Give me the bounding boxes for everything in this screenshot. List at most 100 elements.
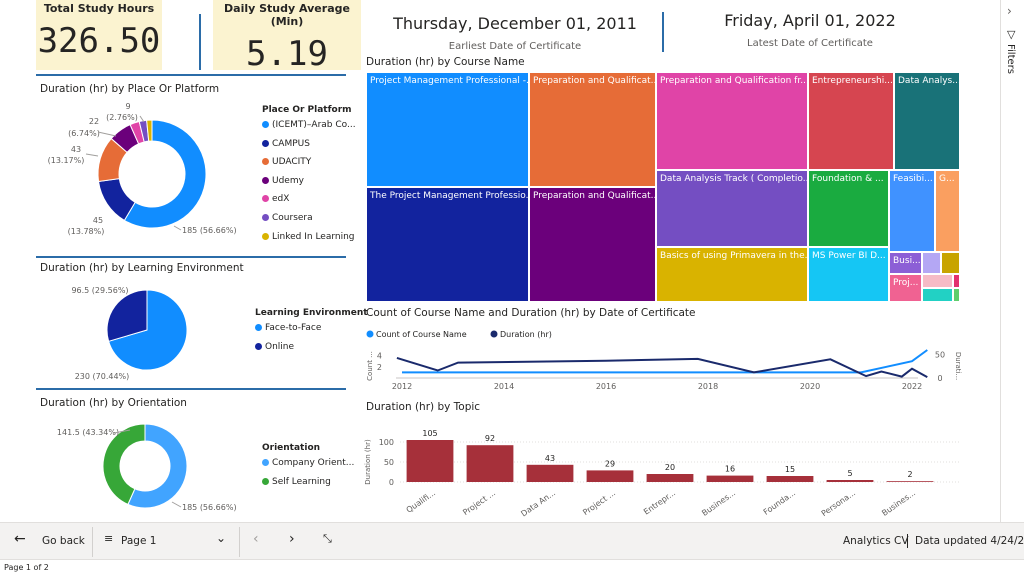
report-navigation-bar: ← Go back ≡ Page 1 ⌄ ‹ › ⤡ Analytics CV … — [0, 522, 1024, 559]
slice-data-label: 141.5 (43.34%) — [57, 428, 119, 437]
legend-dot-icon — [262, 214, 269, 221]
legend-item[interactable]: Self Learning — [262, 477, 331, 487]
legend-item[interactable]: Company Orient... — [262, 458, 354, 468]
place-donut-slice[interactable] — [146, 119, 153, 142]
legend-item[interactable]: Linked In Learning — [262, 232, 355, 242]
legend-item[interactable]: CAMPUS — [262, 139, 310, 149]
place-donut-chart[interactable]: 185 (56.66%) 45 (13.78%) 43 (13.17%) 22 (6.74%… — [36, 96, 258, 246]
bar-data-label: 16 — [725, 465, 735, 474]
treemap-tile[interactable]: Preparation and Qualificat... — [529, 187, 656, 302]
slice-data-label: 45 — [93, 216, 103, 225]
topic-bar[interactable] — [706, 475, 754, 482]
legend-item[interactable]: Coursera — [262, 213, 313, 223]
fit-to-page-icon[interactable]: ⤡ — [323, 532, 332, 545]
legend-item[interactable]: Face-to-Face — [255, 323, 321, 333]
y-tick-label: 50 — [384, 458, 394, 467]
slice-data-label: (6.74%) — [68, 129, 100, 138]
line-chart-title: Count of Course Name and Duration (hr) b… — [366, 307, 696, 319]
environment-pie-slice[interactable] — [108, 289, 188, 371]
treemap-tile[interactable] — [953, 288, 960, 302]
topic-bar[interactable] — [406, 440, 454, 482]
daily-average-card[interactable]: Daily Study Average (Min) 5.19 — [213, 0, 361, 74]
topic-bar[interactable] — [526, 464, 574, 482]
orientation-donut-slice[interactable] — [127, 423, 188, 509]
legend-label: Company Orient... — [272, 458, 355, 468]
environment-pie-chart[interactable]: 96.5 (29.56%) 230 (70.44%) — [36, 276, 258, 386]
filters-label[interactable]: Filters — [1005, 44, 1016, 74]
environment-chart-title: Duration (hr) by Learning Environment — [40, 262, 244, 274]
treemap-tile[interactable]: The Project Management Professio... — [366, 187, 529, 302]
report-name: Analytics CV — [843, 535, 909, 547]
topic-bar-chart[interactable]: 0 50 100 Duration (hr) 105 Qualifi... 92 Projec… — [362, 416, 962, 520]
bar-data-label: 105 — [422, 429, 437, 438]
y-tick-label: 2 — [377, 363, 382, 372]
treemap-tile[interactable]: G... — [935, 170, 960, 252]
treemap-tile[interactable]: Data Analysis Track ( Completio... — [656, 170, 808, 247]
treemap-tile[interactable]: Busi... — [889, 252, 922, 274]
certificate-line-chart[interactable]: Count of Course Name Duration (hr) 2012 201… — [362, 322, 962, 394]
topic-bar[interactable] — [646, 474, 694, 482]
leader-line — [139, 115, 145, 123]
collapse-chevron-icon[interactable]: › — [1007, 4, 1012, 18]
previous-page-icon[interactable]: ‹ — [253, 531, 259, 547]
treemap-tile[interactable] — [941, 252, 960, 274]
treemap-tile-label: The Project Management Professio... — [370, 191, 529, 201]
filter-funnel-icon[interactable]: ▽ — [1007, 28, 1016, 41]
legend-item[interactable]: edX — [262, 194, 289, 204]
total-study-hours-card[interactable]: Total Study Hours 326.50 — [36, 0, 162, 70]
legend-dot-icon — [490, 330, 498, 338]
topic-bar[interactable] — [466, 445, 514, 482]
place-donut-slice[interactable] — [123, 119, 207, 229]
legend-label: CAMPUS — [272, 138, 310, 149]
legend-item[interactable]: (ICEMT)–Arab Co... — [262, 120, 356, 130]
treemap-tile[interactable]: Preparation and Qualification fr... — [656, 72, 808, 170]
treemap-tile[interactable]: Feasibi... — [889, 170, 935, 252]
bar-data-label: 92 — [485, 434, 495, 443]
treemap-tile-label: G... — [939, 174, 955, 184]
treemap-tile[interactable] — [953, 274, 960, 288]
chevron-down-icon[interactable]: ⌄ — [216, 531, 227, 545]
orientation-donut-chart[interactable]: 141.5 (43.34%) 185 (56.66%) — [36, 412, 258, 518]
go-back-button[interactable]: Go back — [42, 535, 85, 547]
topic-bar[interactable] — [886, 481, 934, 482]
slice-data-label: (13.78%) — [68, 227, 105, 236]
treemap-tile[interactable] — [922, 252, 941, 274]
course-treemap[interactable]: Project Management Professional -... Prep… — [366, 72, 960, 302]
treemap-tile[interactable]: Preparation and Qualificat... — [529, 72, 656, 187]
treemap-tile[interactable]: Entrepreneurshi... — [808, 72, 894, 170]
treemap-tile[interactable]: Proj... — [889, 274, 922, 302]
legend-label: Linked In Learning — [272, 231, 355, 242]
treemap-tile-label: Preparation and Qualificat... — [533, 191, 656, 201]
treemap-tile[interactable]: MS Power BI D... — [808, 247, 889, 302]
treemap-tile[interactable]: Basics of using Primavera in the... — [656, 247, 808, 302]
treemap-tile[interactable] — [922, 288, 953, 302]
treemap-tile-label: Project Management Professional -... — [370, 76, 529, 86]
back-arrow-icon[interactable]: ← — [14, 531, 26, 547]
x-tick-label: 2012 — [392, 382, 412, 391]
topic-bar[interactable] — [826, 480, 874, 482]
topic-bar[interactable] — [586, 470, 634, 482]
treemap-tile[interactable] — [922, 274, 953, 288]
next-page-icon[interactable]: › — [289, 531, 295, 547]
treemap-tile[interactable]: Project Management Professional -... — [366, 72, 529, 187]
legend-dot-icon — [255, 342, 262, 350]
environment-pie-slice[interactable] — [106, 289, 148, 342]
filters-pane[interactable]: › ▽ Filters — [1000, 0, 1024, 522]
series-line[interactable] — [396, 356, 928, 378]
page-selector[interactable]: Page 1 — [121, 535, 157, 547]
legend-item[interactable]: UDACITY — [262, 157, 311, 167]
topic-bar[interactable] — [766, 476, 814, 482]
legend-label: UDACITY — [272, 157, 312, 168]
legend-label: Coursera — [272, 213, 313, 223]
section-divider — [36, 388, 346, 390]
legend-dot-icon — [262, 195, 269, 203]
treemap-tile[interactable]: Data Analys... — [894, 72, 960, 170]
legend-item[interactable]: Udemy — [262, 176, 304, 186]
series-line[interactable] — [402, 349, 928, 374]
legend-dot-icon — [255, 324, 262, 331]
orientation-donut-slice[interactable] — [102, 423, 146, 506]
legend-item[interactable]: Online — [255, 342, 294, 352]
treemap-tile[interactable]: Foundation & ... — [808, 170, 889, 247]
total-study-hours-value: 326.50 — [37, 21, 161, 61]
latest-date-label: Latest Date of Certificate — [747, 38, 873, 49]
